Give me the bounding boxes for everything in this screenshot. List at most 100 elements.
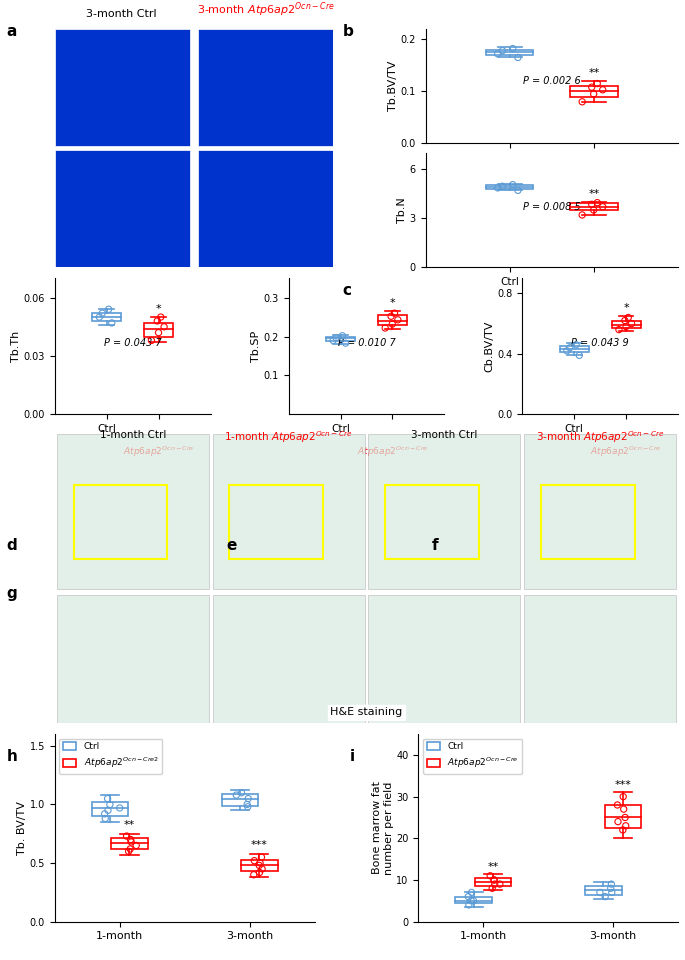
Text: c: c [342, 283, 351, 299]
Text: *: * [156, 303, 162, 314]
Point [618, 789, 629, 804]
Point [379, 321, 390, 336]
Point [340, 335, 351, 350]
Text: **: ** [588, 189, 599, 200]
Point [389, 305, 400, 321]
Point [493, 180, 503, 196]
Point [485, 868, 496, 883]
Point [512, 50, 523, 65]
Bar [229, 485, 323, 560]
Point [493, 46, 503, 61]
Point [614, 322, 625, 337]
Point [606, 876, 617, 892]
Text: P = 0.010 7: P = 0.010 7 [338, 338, 395, 348]
Point [571, 337, 582, 352]
Point [612, 798, 623, 813]
Point [508, 41, 519, 57]
Point [463, 889, 474, 904]
Text: $\mathit{Atp6ap2}^{\mathit{Ocn-Cre}}$: $\mathit{Atp6ap2}^{\mathit{Ocn-Cre}}$ [123, 444, 195, 459]
Point [123, 844, 134, 859]
Point [577, 207, 588, 223]
Bar [612, 321, 640, 328]
Text: 1-month $\mathit{Atp6ap2}^{\mathit{Ocn-Cre}}$: 1-month $\mathit{Atp6ap2}^{\mathit{Ocn-C… [224, 430, 353, 445]
Point [562, 343, 573, 358]
Point [487, 880, 498, 896]
Point [253, 857, 264, 873]
Bar [73, 485, 167, 560]
Bar [369, 434, 521, 589]
Y-axis label: Tb.Th: Tb.Th [11, 330, 21, 362]
Text: h: h [7, 749, 18, 764]
Point [621, 319, 632, 334]
Point [574, 348, 585, 363]
Point [466, 885, 477, 900]
Text: 1-month Ctrl: 1-month Ctrl [99, 430, 166, 440]
Point [620, 810, 631, 826]
Point [468, 893, 479, 908]
Text: i: i [349, 749, 354, 764]
Point [248, 867, 259, 882]
Text: d: d [7, 538, 18, 553]
Y-axis label: Cb.BV/TV: Cb.BV/TV [484, 321, 495, 372]
Legend: Ctrl, $\mathit{Atp6ap2}^{\mathit{Ocn-Cre}}$: Ctrl, $\mathit{Atp6ap2}^{\mathit{Ocn-Cre… [423, 738, 523, 774]
Text: $\mathit{Atp6ap2}^{\mathit{Ocn-Cre}}$: $\mathit{Atp6ap2}^{\mathit{Ocn-Cre}}$ [558, 293, 630, 307]
Text: P = 0.043 7: P = 0.043 7 [104, 338, 162, 348]
Point [463, 898, 474, 913]
Text: P = 0.043 9: P = 0.043 9 [571, 338, 629, 348]
Point [131, 838, 142, 853]
Bar [241, 859, 277, 872]
Point [597, 199, 608, 214]
Point [508, 177, 519, 192]
Y-axis label: Bone marrow fat
number per field: Bone marrow fat number per field [372, 781, 394, 875]
Text: $\mathit{Atp6ap2}^{\mathit{Ocn-Cre}}$: $\mathit{Atp6ap2}^{\mathit{Ocn-Cre}}$ [590, 444, 662, 459]
Bar [92, 803, 128, 816]
Bar [57, 434, 209, 589]
Text: P = 0.008 5: P = 0.008 5 [523, 202, 581, 212]
Point [577, 94, 588, 109]
Point [497, 179, 508, 194]
Point [125, 832, 136, 848]
Text: a: a [7, 24, 17, 39]
Bar [560, 347, 589, 352]
Text: ***: *** [614, 780, 632, 790]
Bar [212, 595, 364, 724]
Point [599, 889, 610, 904]
Point [466, 893, 477, 908]
Bar [326, 337, 355, 341]
Bar [486, 50, 534, 55]
Text: ***: *** [251, 840, 268, 850]
Point [337, 328, 348, 344]
Point [99, 806, 110, 822]
Text: *: * [623, 302, 629, 313]
Text: f: f [432, 538, 438, 553]
Point [597, 83, 608, 98]
Point [159, 319, 170, 334]
Bar [369, 595, 521, 724]
Point [255, 855, 266, 871]
Point [242, 791, 253, 806]
Text: g: g [7, 586, 18, 601]
Text: **: ** [488, 861, 499, 872]
Bar [605, 805, 641, 828]
Legend: Ctrl, $\mathit{Atp6ap2}^{\mathit{Ocn-Cre2}}$: Ctrl, $\mathit{Atp6ap2}^{\mathit{Ocn-Cre… [60, 738, 162, 774]
Point [606, 885, 617, 900]
Bar [486, 185, 534, 189]
Text: $\mathit{Atp6ap2}^{\mathit{Ocn-Cre}}$: $\mathit{Atp6ap2}^{\mathit{Ocn-Cre}}$ [558, 169, 630, 183]
Text: H&E staining: H&E staining [330, 708, 403, 717]
Point [152, 313, 163, 328]
Point [257, 861, 268, 876]
Text: 3-month $\mathit{Atp6ap2}^{\mathit{Ocn-Cre}}$: 3-month $\mathit{Atp6ap2}^{\mathit{Ocn-C… [536, 430, 664, 445]
Text: *: * [390, 298, 395, 308]
Point [497, 43, 508, 59]
Point [489, 873, 500, 888]
Bar [456, 897, 492, 902]
Point [102, 791, 113, 806]
Point [606, 880, 616, 896]
Point [619, 802, 630, 817]
Point [586, 80, 597, 95]
Point [327, 333, 338, 348]
Text: 3-month $\mathit{Atp6ap2}^{\mathit{Ocn-Cre}}$: 3-month $\mathit{Atp6ap2}^{\mathit{Ocn-C… [197, 1, 335, 19]
Text: P = 0.002 6: P = 0.002 6 [523, 76, 581, 85]
Text: b: b [342, 24, 353, 39]
Y-axis label: Tb.BV/TV: Tb.BV/TV [388, 60, 398, 111]
